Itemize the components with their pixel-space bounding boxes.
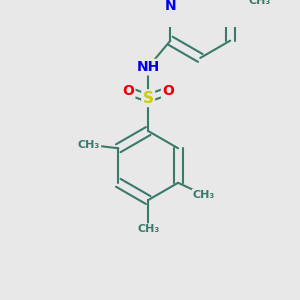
Text: O: O — [122, 84, 134, 98]
Text: CH₃: CH₃ — [193, 190, 215, 200]
Text: O: O — [162, 84, 174, 98]
Text: S: S — [143, 91, 154, 106]
Text: CH₃: CH₃ — [137, 224, 159, 234]
Text: CH₃: CH₃ — [248, 0, 271, 6]
Text: N: N — [165, 0, 176, 13]
Text: NH: NH — [136, 60, 160, 74]
Text: CH₃: CH₃ — [78, 140, 100, 150]
